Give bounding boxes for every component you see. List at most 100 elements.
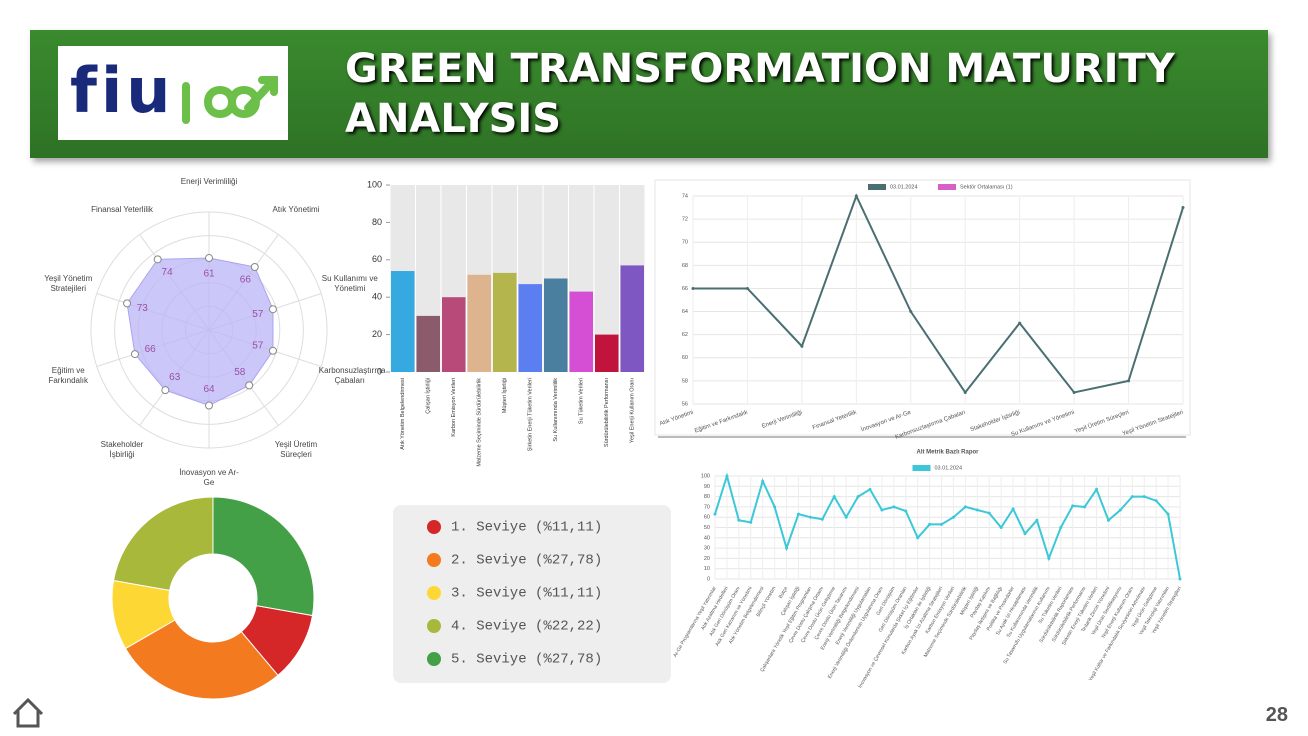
line-point: [928, 522, 932, 526]
x-tick-label: Karbon Emisyon Verileri: [451, 378, 457, 437]
x-tick-label: Yeşil Enerji Kullanım Oranı: [630, 378, 636, 443]
doughnut-segment: [124, 619, 279, 700]
bar: [416, 315, 440, 372]
legend-dot: [427, 586, 441, 600]
line-series: [714, 472, 1181, 580]
line-point: [963, 390, 967, 394]
line-point: [1118, 508, 1122, 512]
line-point: [909, 310, 913, 314]
line-point: [1178, 577, 1182, 581]
y-tick-label: 50: [704, 525, 710, 531]
radar-axis-label: Su Kullanımı ve Yönetimi: [321, 274, 378, 294]
x-tick-label: Su Tüketim Verileri: [579, 378, 585, 424]
legend-label: 4. Seviye (%22,22): [451, 619, 602, 635]
data-label: 66: [145, 344, 157, 355]
bar: [595, 334, 619, 372]
line-point: [951, 515, 955, 519]
line-point: [800, 344, 804, 348]
y-tick-label: 72: [682, 217, 688, 223]
line-point: [761, 479, 765, 483]
line-point: [1095, 487, 1099, 491]
line-point: [868, 487, 872, 491]
y-tick-label: 40: [704, 535, 710, 541]
line-point: [880, 508, 884, 512]
line-point: [1011, 507, 1015, 511]
line-point: [963, 505, 967, 509]
data-label: 74: [162, 267, 174, 278]
bar: [518, 284, 542, 372]
x-tick-label: Sürdürülebilirlik Performansı: [604, 378, 610, 447]
legend-label: 03.01.2024: [935, 465, 963, 471]
line-point: [1166, 512, 1170, 516]
logo-text: fiu: [70, 54, 175, 127]
legend-label: 1. Seviye (%11,11): [451, 520, 602, 536]
line-point: [987, 511, 991, 515]
y-tick-label: 68: [682, 263, 688, 269]
y-tick-label: 64: [682, 309, 688, 315]
radar-axis-label: Eğitim ve Farkındalık: [48, 365, 89, 385]
bar: [544, 278, 568, 372]
y-tick-label: 100: [701, 473, 710, 479]
line-point: [916, 536, 920, 540]
line-point: [856, 495, 860, 499]
x-tick-label: Enerji Verimliliği: [761, 410, 803, 430]
y-tick-label: 70: [682, 240, 688, 246]
radar-point: [268, 305, 277, 314]
data-label: 73: [137, 303, 149, 314]
y-tick-label: 60: [682, 355, 688, 361]
y-tick-label: 60: [372, 254, 382, 264]
bar: [569, 291, 593, 372]
line-chart-frame: [654, 179, 1191, 436]
x-tick-label: Atık Yönetimi: [659, 410, 694, 428]
page-number: 28: [1265, 704, 1288, 726]
y-tick-label: 62: [682, 332, 688, 338]
line-point: [1047, 556, 1051, 560]
legend-dot: [427, 520, 441, 534]
legend-swatch: [912, 465, 931, 471]
line-point: [854, 194, 858, 198]
y-tick-label: 58: [682, 378, 688, 384]
line-point: [1142, 495, 1146, 499]
bar: [620, 265, 644, 372]
line-point: [892, 505, 896, 509]
legend-label: 2. Seviye (%27,78): [451, 553, 602, 569]
line-point: [691, 286, 695, 290]
doughnut-segment: [212, 496, 315, 617]
line-series: [693, 193, 1184, 395]
x-tick-label: Müşteri İştirliği: [501, 378, 508, 413]
line-point: [796, 512, 800, 516]
line-point: [713, 512, 717, 516]
radar-axis-label: Karbonsuzlaştırma Çabaları: [318, 365, 386, 385]
y-tick-label: 20: [704, 556, 710, 562]
y-tick-label: 56: [682, 401, 688, 407]
radar-point: [153, 255, 162, 264]
legend-swatch: [868, 184, 886, 190]
x-tick-label: İnovasyon ve Ar-Ge: [860, 409, 913, 434]
radar-axis-label: Atık Yönetimi: [272, 205, 320, 215]
line-point: [820, 517, 824, 521]
data-label: 58: [234, 367, 246, 378]
line-point: [999, 526, 1003, 529]
radar-axis-label: Finansal Yeterlilik: [91, 205, 153, 215]
home-icon[interactable]: [12, 697, 44, 728]
radar-axis-label: Yeşil Yönetim Stratejileri: [44, 274, 93, 294]
y-tick-label: 0: [377, 366, 382, 376]
x-tick-label: Çalışan İştirliği: [425, 378, 432, 414]
line-point: [904, 509, 908, 513]
line-point: [749, 520, 753, 524]
data-label: 64: [203, 384, 215, 395]
x-tick-label: Yeşil Yönetim Stratejileri: [1122, 410, 1185, 438]
radar-axis-label: Enerji Verimliliği: [180, 177, 238, 186]
radar-axis-label: Yeşil Üretim Süreçleri: [274, 439, 318, 459]
x-tick-label: Ar-Ge Programlarına Yeşil Yatırımlar: [672, 585, 718, 658]
data-label: 57: [252, 340, 264, 351]
y-tick-label: 66: [682, 286, 688, 292]
radar-point: [250, 262, 259, 271]
radar-point: [123, 299, 132, 308]
line-point: [1023, 532, 1027, 536]
legend-swatch: [938, 184, 956, 190]
legend-label: 5. Seviye (%27,78): [451, 652, 602, 668]
radar-point: [205, 254, 213, 263]
